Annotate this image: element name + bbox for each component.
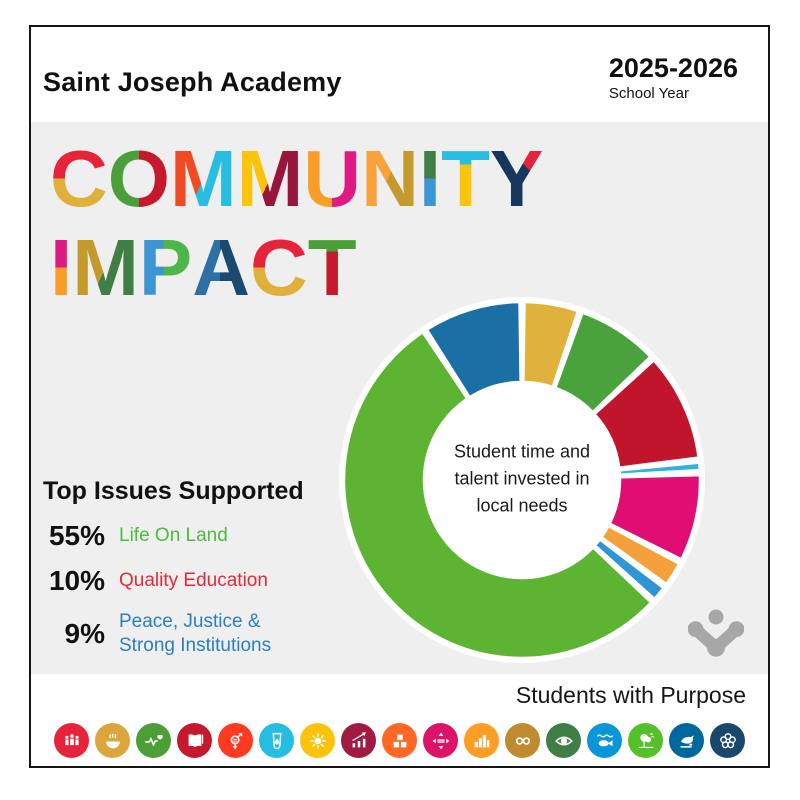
donut-segment <box>593 359 700 469</box>
issue-label: Peace, Justice & Strong Institutions <box>119 611 272 656</box>
sdg-peace-justice-icon <box>669 723 704 758</box>
sdg-clean-energy-icon <box>300 723 335 758</box>
issue-row-peace-justice: 9% Peace, Justice & Strong Institutions <box>43 610 363 658</box>
tagline: Students with Purpose <box>515 682 746 708</box>
issue-label: Life On Land <box>119 525 228 547</box>
donut-segment <box>593 538 665 601</box>
hero-letter: I <box>418 134 442 223</box>
hero-letter: O <box>107 134 171 223</box>
page-title: Saint Joseph Academy <box>43 67 342 97</box>
hero-title: COMMUNITY IMPACT <box>50 134 543 312</box>
hero-letter: C <box>50 134 108 223</box>
sdg-climate-action-icon <box>546 723 581 758</box>
center-label-line2: talent invested in <box>454 468 590 489</box>
issue-row-quality-education: 10% Quality Education <box>43 565 363 597</box>
donut-segment <box>522 300 580 389</box>
issue-percent: 9% <box>64 617 105 649</box>
hero-letter: Y <box>489 134 544 223</box>
issues-heading: Top Issues Supported <box>43 477 304 505</box>
donut-segment <box>618 461 701 476</box>
sdg-icon-strip <box>31 723 768 758</box>
sdg-no-poverty-icon <box>54 723 89 758</box>
school-year-block: 2025-2026 School Year <box>609 54 738 102</box>
sdg-good-health-icon <box>136 723 171 758</box>
hero-letter: C <box>250 223 308 312</box>
sdg-responsible-consumption-icon <box>505 723 540 758</box>
hero-letter: M <box>72 223 139 312</box>
donut-segment <box>342 331 653 660</box>
hero-line-impact: IMPACT <box>50 223 543 312</box>
center-label-line1: Student time and <box>453 441 591 462</box>
issues-panel: Top Issues Supported 55% Life On Land 10… <box>43 477 363 671</box>
hero-line-community: COMMUNITY <box>50 134 543 223</box>
donut-segment <box>608 473 702 561</box>
hero-letter: M <box>236 134 304 223</box>
hero-letter: N <box>361 134 419 223</box>
sdg-reduced-inequalities-icon <box>423 723 458 758</box>
hero-letter: T <box>441 134 490 223</box>
hero-letter: P <box>138 223 193 312</box>
hero-letter: A <box>192 223 251 312</box>
brand-logo-icon <box>687 603 745 659</box>
sdg-quality-education-icon <box>177 723 212 758</box>
issue-percent: 10% <box>48 565 105 596</box>
sdg-decent-work-icon <box>341 723 376 758</box>
sdg-partnerships-icon <box>710 723 745 758</box>
hero-letter: T <box>307 223 357 312</box>
donut-segment <box>425 300 522 399</box>
center-label-line3: local needs <box>476 495 568 516</box>
chart-center-label: Student time and talent invested in loca… <box>412 439 632 520</box>
donut-chart-svg <box>339 297 705 663</box>
sdg-industry-innovation-icon <box>382 723 417 758</box>
issue-label: Quality Education <box>119 570 268 592</box>
sdg-life-on-land-icon <box>628 723 663 758</box>
hero-letter: I <box>50 223 73 312</box>
issue-row-life-on-land: 55% Life On Land <box>43 520 363 552</box>
issue-percent: 55% <box>48 520 105 551</box>
sdg-zero-hunger-icon <box>95 723 130 758</box>
donut-chart <box>336 294 708 666</box>
sdg-sustainable-cities-icon <box>464 723 499 758</box>
sdg-clean-water-icon <box>259 723 294 758</box>
hero-letter: U <box>303 134 362 223</box>
sdg-gender-equality-icon <box>218 723 253 758</box>
sdg-life-below-water-icon <box>587 723 622 758</box>
infographic-card: Saint Joseph Academy 2025-2026 School Ye… <box>29 25 770 768</box>
school-year-value: 2025-2026 <box>608 53 738 83</box>
school-year-label: School Year <box>608 85 689 102</box>
donut-segment <box>600 524 681 586</box>
donut-segment <box>554 311 652 414</box>
hero-letter: M <box>170 134 237 223</box>
